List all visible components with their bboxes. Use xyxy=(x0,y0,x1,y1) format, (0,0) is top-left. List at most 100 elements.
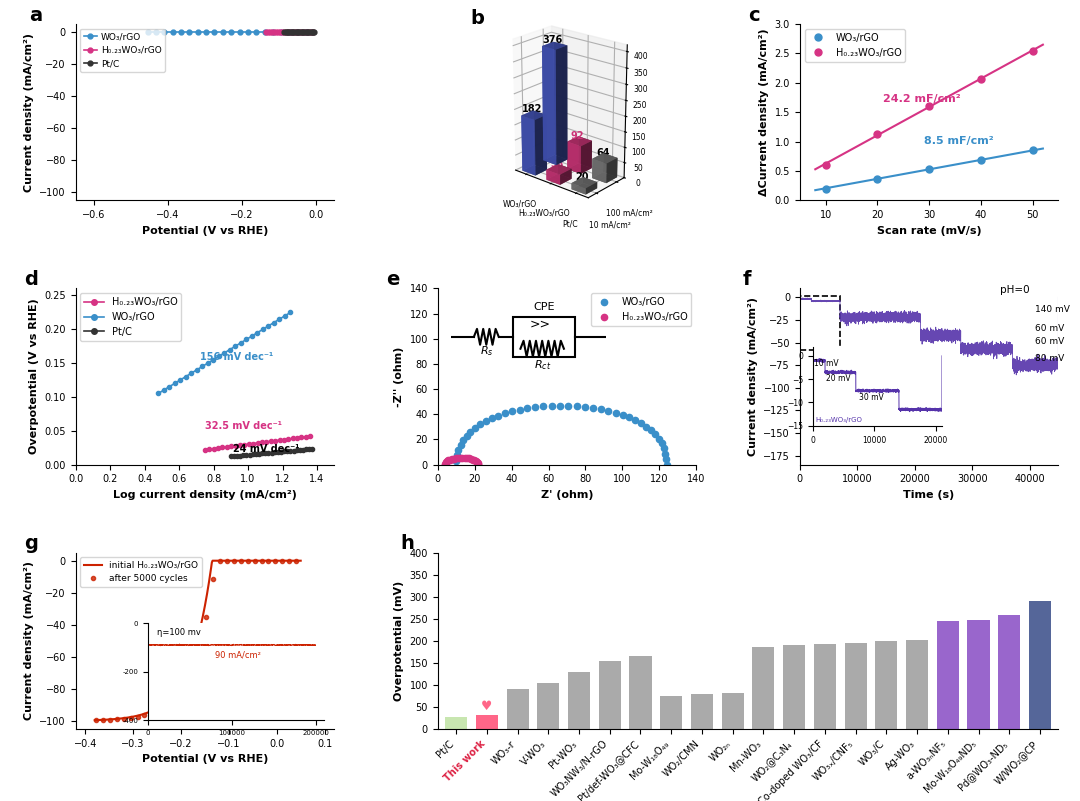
H₀.₂₃WO₃/rGO xyxy=(203,445,216,454)
H₀.₂₃WO₃/rGO xyxy=(295,433,308,442)
Y-axis label: Overpotential (V vs RHE): Overpotential (V vs RHE) xyxy=(29,299,39,454)
Pt/C xyxy=(286,27,299,37)
H₀.₂₃WO₃/rGO xyxy=(468,456,481,465)
H₀.₂₃WO₃/rGO xyxy=(281,27,294,37)
WO₃/rGO xyxy=(152,388,165,398)
H₀.₂₃WO₃/rGO xyxy=(458,453,471,463)
H₀.₂₃WO₃/rGO xyxy=(299,27,312,37)
H₀.₂₃WO₃/rGO xyxy=(449,453,462,463)
after 5000 cycles xyxy=(151,705,164,714)
Pt/C xyxy=(225,452,238,461)
H₀.₂₃WO₃/rGO xyxy=(451,453,464,463)
H₀.₂₃WO₃/rGO xyxy=(438,459,451,469)
after 5000 cycles xyxy=(248,556,261,566)
Text: 140 mV: 140 mV xyxy=(1036,305,1070,314)
Y-axis label: Current density (mA/cm²): Current density (mA/cm²) xyxy=(24,562,33,720)
after 5000 cycles xyxy=(241,556,254,566)
WO₃/rGO xyxy=(262,321,275,331)
H₀.₂₃WO₃/rGO xyxy=(285,27,298,37)
H₀.₂₃WO₃/rGO xyxy=(454,453,467,463)
WO₃/rGO xyxy=(454,441,467,450)
H₀.₂₃WO₃/rGO xyxy=(870,129,883,139)
Pt/C xyxy=(293,27,306,37)
Pt/C xyxy=(283,27,296,37)
Line: WO₃/rGO: WO₃/rGO xyxy=(157,310,293,396)
WO₃/rGO xyxy=(207,355,220,364)
WO₃/rGO xyxy=(195,361,208,371)
Line: H₀.₂₃WO₃/rGO: H₀.₂₃WO₃/rGO xyxy=(822,47,1036,168)
WO₃/rGO xyxy=(602,406,615,416)
after 5000 cycles xyxy=(186,661,199,670)
H₀.₂₃WO₃/rGO xyxy=(438,460,451,469)
Text: 156 mV dec⁻¹: 156 mV dec⁻¹ xyxy=(200,352,273,361)
Pt/C xyxy=(298,27,311,37)
X-axis label: Time (s): Time (s) xyxy=(904,490,955,500)
initial H₀.₂₃WO₃/rGO xyxy=(89,715,102,725)
Pt/C xyxy=(306,27,319,37)
H₀.₂₃WO₃/rGO xyxy=(264,27,276,37)
Pt/C xyxy=(278,27,291,37)
WO₃/rGO xyxy=(659,449,672,458)
WO₃/rGO xyxy=(200,27,213,37)
WO₃/rGO xyxy=(609,408,622,417)
H₀.₂₃WO₃/rGO xyxy=(271,27,284,37)
H₀.₂₃WO₃/rGO xyxy=(287,27,300,37)
H₀.₂₃WO₃/rGO xyxy=(442,456,455,465)
Line: WO₃/rGO: WO₃/rGO xyxy=(454,403,670,468)
H₀.₂₃WO₃/rGO xyxy=(303,432,316,441)
WO₃/rGO xyxy=(570,401,583,411)
WO₃/rGO xyxy=(242,27,255,37)
after 5000 cycles xyxy=(138,710,151,720)
after 5000 cycles xyxy=(165,694,178,704)
initial H₀.₂₃WO₃/rGO xyxy=(212,556,225,566)
H₀.₂₃WO₃/rGO xyxy=(293,27,306,37)
Pt/C xyxy=(294,27,307,37)
Line: after 5000 cycles: after 5000 cycles xyxy=(94,558,298,723)
WO₃/rGO xyxy=(185,368,198,378)
WO₃/rGO xyxy=(233,27,246,37)
Bar xyxy=(783,646,806,729)
WO₃/rGO xyxy=(245,332,258,341)
WO₃/rGO xyxy=(562,401,575,411)
Pt/C xyxy=(240,450,253,460)
WO₃/rGO xyxy=(158,385,171,395)
WO₃/rGO xyxy=(660,454,673,464)
Line: WO₃/rGO: WO₃/rGO xyxy=(822,147,1036,192)
after 5000 cycles xyxy=(262,556,275,566)
H₀.₂₃WO₃/rGO xyxy=(297,27,310,37)
H₀.₂₃WO₃/rGO xyxy=(289,27,302,37)
WO₃/rGO xyxy=(283,27,296,37)
Pt/C xyxy=(233,451,246,461)
Pt/C xyxy=(306,444,319,453)
H₀.₂₃WO₃/rGO xyxy=(216,443,229,453)
H₀.₂₃WO₃/rGO xyxy=(441,457,454,466)
WO₃/rGO xyxy=(635,418,648,428)
WO₃/rGO xyxy=(656,439,669,449)
H₀.₂₃WO₃/rGO xyxy=(464,454,477,464)
WO₃/rGO xyxy=(457,436,470,445)
WO₃/rGO xyxy=(240,335,253,344)
WO₃/rGO xyxy=(292,27,305,37)
Text: c: c xyxy=(748,6,759,25)
H₀.₂₃WO₃/rGO xyxy=(282,434,295,444)
initial H₀.₂₃WO₃/rGO xyxy=(275,556,288,566)
initial H₀.₂₃WO₃/rGO xyxy=(89,715,102,725)
WO₃/rGO xyxy=(623,413,636,422)
after 5000 cycles xyxy=(275,556,288,566)
WO₃/rGO xyxy=(225,27,238,37)
WO₃/rGO xyxy=(645,425,658,435)
WO₃/rGO xyxy=(224,344,237,354)
WO₃/rGO xyxy=(498,409,511,418)
Pt/C xyxy=(297,445,310,454)
WO₃/rGO xyxy=(251,328,264,337)
H₀.₂₃WO₃/rGO xyxy=(260,437,273,447)
H₀.₂₃WO₃/rGO xyxy=(291,433,303,443)
after 5000 cycles xyxy=(269,556,282,566)
Bar xyxy=(753,647,774,729)
WO₃/rGO xyxy=(974,155,987,165)
H₀.₂₃WO₃/rGO xyxy=(212,443,225,453)
Pt/C xyxy=(307,27,320,37)
WO₃/rGO xyxy=(256,324,269,334)
Pt/C xyxy=(259,449,272,458)
Bar xyxy=(814,644,836,729)
